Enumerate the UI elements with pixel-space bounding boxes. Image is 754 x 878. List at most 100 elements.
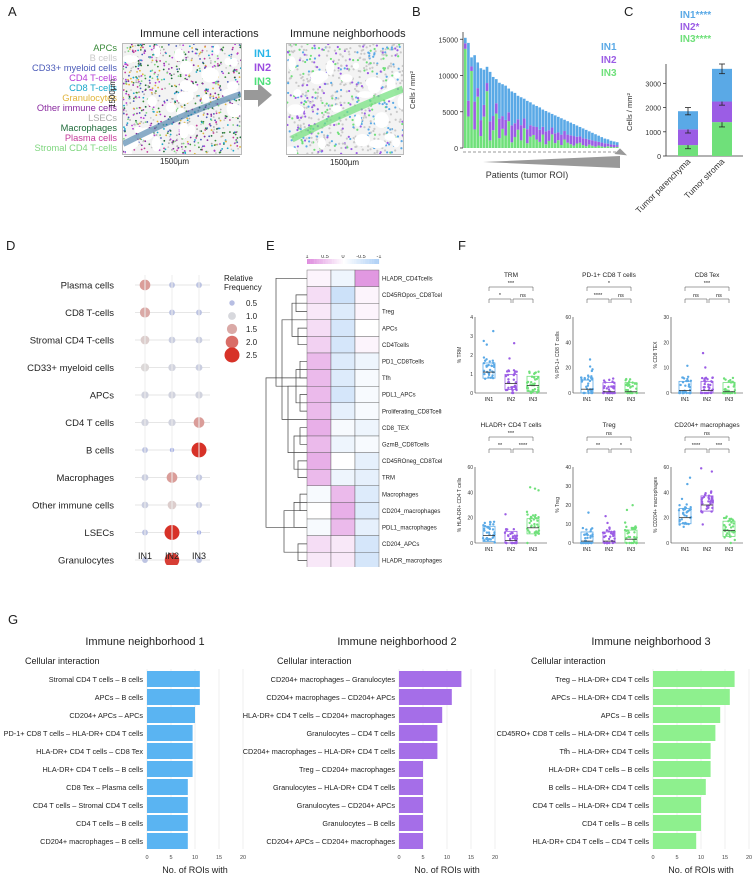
cell-dot — [236, 124, 239, 127]
cell-dot — [190, 59, 193, 62]
y-tick-label: 15000 — [439, 37, 459, 44]
cell-dot — [326, 108, 329, 112]
panel-letter-b: B — [412, 4, 421, 19]
cell-dot — [389, 113, 393, 116]
scale-segment — [308, 259, 311, 264]
cell-dot — [140, 148, 143, 151]
bar-in2 — [482, 104, 486, 117]
cell-dot — [362, 45, 365, 48]
cell-dot — [318, 86, 322, 89]
data-point — [685, 514, 688, 518]
cell-dot — [186, 117, 189, 120]
cell-dot — [128, 74, 130, 77]
cell-dot — [184, 153, 187, 154]
legend-value: 2.5 — [246, 351, 258, 360]
cell-dot — [201, 51, 203, 54]
cell-dot — [206, 150, 209, 153]
scale-segment — [346, 259, 349, 264]
tissue-hole — [354, 133, 370, 147]
interaction-bar — [653, 743, 711, 759]
cell-dot — [124, 51, 127, 53]
data-point — [725, 515, 728, 518]
cell-dot — [202, 122, 205, 125]
cell-dot — [224, 103, 227, 106]
cell-dot — [162, 54, 165, 57]
cell-dot — [396, 78, 399, 81]
cell-dot — [341, 123, 344, 126]
cell-dot — [300, 45, 303, 48]
cell-dot — [366, 149, 370, 152]
y-tick-label: 3000 — [645, 81, 661, 88]
cell-dot — [217, 57, 219, 60]
row-label: TRM — [382, 476, 395, 482]
cell-dot — [364, 109, 367, 112]
y-tick-label: 40 — [467, 490, 473, 496]
data-point — [489, 521, 492, 524]
cell-dot — [394, 118, 397, 121]
bar-in2 — [522, 118, 526, 129]
bar-in1 — [678, 111, 698, 130]
data-point — [627, 531, 631, 534]
cell-dot — [330, 104, 334, 107]
cell-dot — [394, 47, 397, 50]
data-point — [490, 364, 493, 367]
heatmap-cell — [306, 402, 332, 420]
cell-dot — [128, 98, 131, 101]
cell-dot — [317, 46, 321, 50]
right-map-scale-bar — [288, 156, 401, 157]
cell-dot — [159, 134, 162, 137]
cell-dot — [197, 94, 200, 97]
cell-dot — [151, 89, 153, 91]
data-point — [686, 482, 689, 486]
cell-dot — [136, 86, 139, 88]
cell-dot — [150, 61, 153, 64]
scale-segment — [341, 259, 344, 264]
cell-dot — [367, 128, 370, 131]
cell-dot — [210, 59, 212, 62]
interaction-bar — [399, 707, 443, 723]
tissue-hole — [134, 126, 143, 134]
sig-bracket — [488, 286, 534, 291]
row-label: B cells — [86, 446, 114, 457]
cell-dot — [148, 79, 151, 82]
heatmap-cell — [330, 385, 356, 403]
cell-dot — [316, 95, 319, 98]
cell-dot — [140, 74, 143, 77]
cell-dot — [345, 118, 348, 121]
cell-dot — [360, 85, 364, 88]
cell-dot — [353, 87, 357, 91]
legend-entry: IN2 — [601, 55, 617, 66]
cell-dot — [381, 47, 385, 50]
cell-dot — [149, 124, 152, 127]
cell-dot — [134, 44, 137, 47]
data-point — [724, 526, 727, 529]
cell-dot — [169, 72, 171, 75]
cell-dot — [385, 46, 389, 49]
cell-dot — [349, 82, 352, 85]
bar-in1 — [507, 88, 511, 113]
interaction-bar — [147, 815, 188, 831]
cell-dot — [310, 141, 314, 144]
data-point — [533, 487, 537, 490]
data-point — [508, 537, 512, 541]
cell-dot — [401, 109, 403, 112]
data-point — [528, 521, 531, 525]
cell-dot — [150, 122, 153, 125]
data-point — [625, 525, 628, 529]
cell-dot — [147, 64, 149, 67]
data-point — [537, 370, 540, 373]
bar-in1 — [597, 135, 600, 142]
cell-dot — [232, 149, 235, 152]
bar-in2 — [526, 129, 529, 144]
data-point — [686, 510, 689, 513]
cell-dot — [355, 85, 358, 88]
cell-dot — [202, 114, 205, 116]
heatmap-cell — [306, 468, 332, 486]
cell-dot — [358, 57, 361, 60]
cell-dot — [135, 79, 138, 81]
bar-in2 — [491, 116, 495, 131]
cell-dot — [287, 91, 290, 95]
cell-dot — [355, 89, 358, 92]
cell-dot — [400, 74, 403, 77]
data-point — [603, 385, 606, 388]
